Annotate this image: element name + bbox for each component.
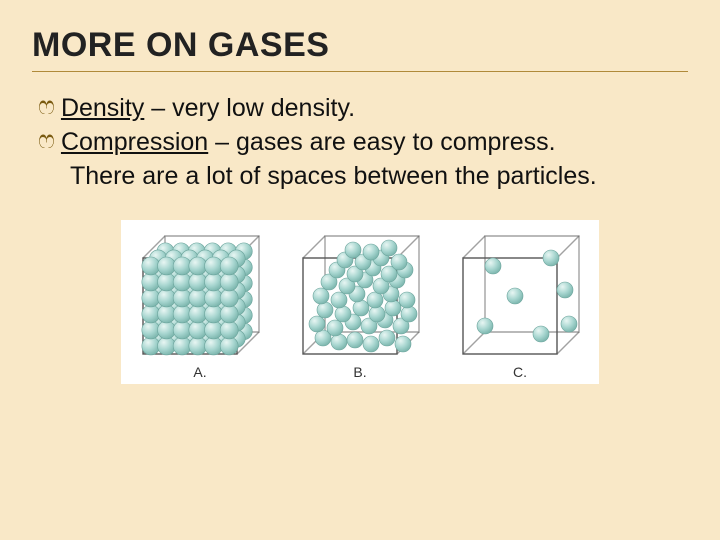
bullet-text: Density – very low density. xyxy=(61,92,355,124)
bullet-item: ෆ Density – very low density. xyxy=(38,92,688,124)
bullet-term: Compression xyxy=(61,128,208,156)
slide-title: MORE ON GASES xyxy=(32,26,688,72)
cube-diagram xyxy=(295,230,425,360)
bullet-term: Density xyxy=(61,94,144,122)
states-of-matter-figure: A. B. C. xyxy=(121,220,599,384)
figure-container: A. B. C. xyxy=(32,220,688,384)
figure-panel: C. xyxy=(455,230,585,380)
bullet-icon: ෆ xyxy=(38,92,55,122)
slide: MORE ON GASES ෆ Density – very low densi… xyxy=(0,0,720,404)
cube-diagram xyxy=(135,230,265,360)
figure-panel: B. xyxy=(295,230,425,380)
bullet-item: ෆ Compression – gases are easy to compre… xyxy=(38,126,688,158)
panel-label: C. xyxy=(513,364,527,380)
bullet-rest: – gases are easy to compress. xyxy=(208,128,555,156)
panel-label: B. xyxy=(353,364,366,380)
bullet-continuation: There are a lot of spaces between the pa… xyxy=(38,160,688,192)
bullet-list: ෆ Density – very low density. ෆ Compress… xyxy=(32,92,688,192)
cube-diagram xyxy=(455,230,585,360)
figure-panel: A. xyxy=(135,230,265,380)
bullet-rest: – very low density. xyxy=(144,94,355,122)
panel-label: A. xyxy=(193,364,206,380)
bullet-text: Compression – gases are easy to compress… xyxy=(61,126,556,158)
bullet-icon: ෆ xyxy=(38,126,55,156)
